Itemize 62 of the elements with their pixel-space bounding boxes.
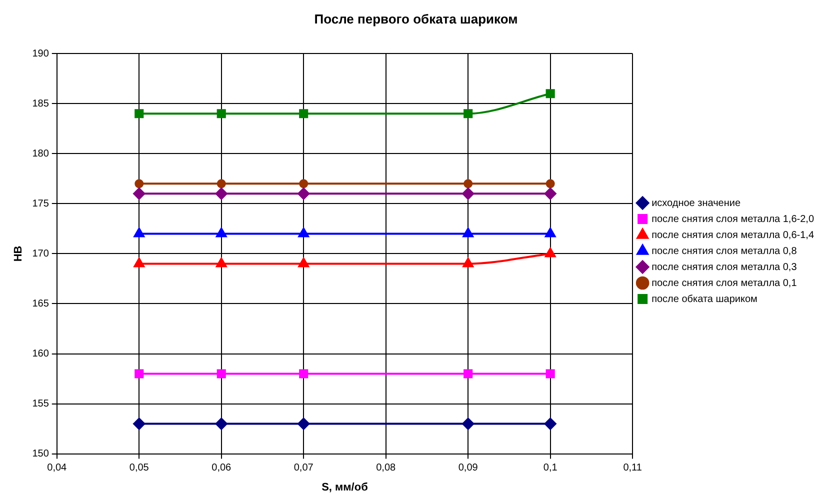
point xyxy=(544,188,556,200)
x-tick-label: 0,09 xyxy=(458,462,478,474)
point xyxy=(462,418,474,430)
point xyxy=(134,228,144,238)
point xyxy=(545,248,556,258)
point xyxy=(546,89,555,98)
x-tick-label: 0,06 xyxy=(212,462,232,474)
point xyxy=(216,109,226,118)
x-tick-label: 0,04 xyxy=(47,462,68,474)
y-tick-label: 190 xyxy=(32,48,50,60)
x-tick-label: 0,05 xyxy=(129,462,150,474)
point xyxy=(216,228,227,238)
point xyxy=(134,369,144,378)
legend-label: после снятия слоя металла 1,6-2,0 xyxy=(652,214,814,225)
y-tick-label: 160 xyxy=(32,348,50,360)
point xyxy=(216,179,226,188)
y-tick-label: 185 xyxy=(32,98,50,110)
y-tick-label: 170 xyxy=(32,248,50,260)
x-tick-label: 0,1 xyxy=(543,462,558,474)
point xyxy=(299,179,308,188)
legend-label: после снятия слоя металла 0,3 xyxy=(652,262,798,273)
point xyxy=(464,369,473,378)
chart-title: После первого обката шариком xyxy=(314,11,518,26)
y-tick-label: 175 xyxy=(32,198,50,210)
point xyxy=(133,188,146,200)
x-tick-label: 0,11 xyxy=(623,462,642,474)
point xyxy=(462,228,474,238)
point xyxy=(134,179,144,188)
y-tick-label: 155 xyxy=(32,398,50,410)
point xyxy=(298,188,310,200)
point xyxy=(544,418,556,430)
point xyxy=(215,418,228,430)
x-axis-title: S, мм/об xyxy=(322,481,368,494)
legend-label: после снятия слоя металла 0,1 xyxy=(652,278,798,289)
y-tick-label: 150 xyxy=(32,448,50,460)
point xyxy=(216,258,227,268)
point xyxy=(299,369,308,378)
point xyxy=(464,109,473,118)
point xyxy=(298,258,309,268)
legend-label: исходное значение xyxy=(652,198,741,209)
legend-label: после снятия слоя металла 0,6-1,4 xyxy=(652,230,814,241)
point xyxy=(464,179,473,188)
point xyxy=(298,228,309,238)
point xyxy=(299,109,308,118)
y-tick-label: 165 xyxy=(32,298,50,310)
point xyxy=(546,369,555,378)
x-tick-label: 0,08 xyxy=(376,462,396,474)
point xyxy=(546,179,555,188)
y-axis-title: НВ xyxy=(12,246,25,262)
point xyxy=(298,418,310,430)
point xyxy=(462,188,474,200)
legend-label: после снятия слоя металла 0,8 xyxy=(652,246,798,257)
point xyxy=(134,109,144,118)
y-tick-label: 180 xyxy=(32,148,50,160)
point xyxy=(216,369,226,378)
x-tick-label: 0,07 xyxy=(294,462,314,474)
legend-label: после обката шариком xyxy=(652,294,758,305)
point xyxy=(545,228,556,238)
point xyxy=(133,418,146,430)
point xyxy=(134,258,144,268)
point xyxy=(462,258,474,268)
point xyxy=(215,188,228,200)
